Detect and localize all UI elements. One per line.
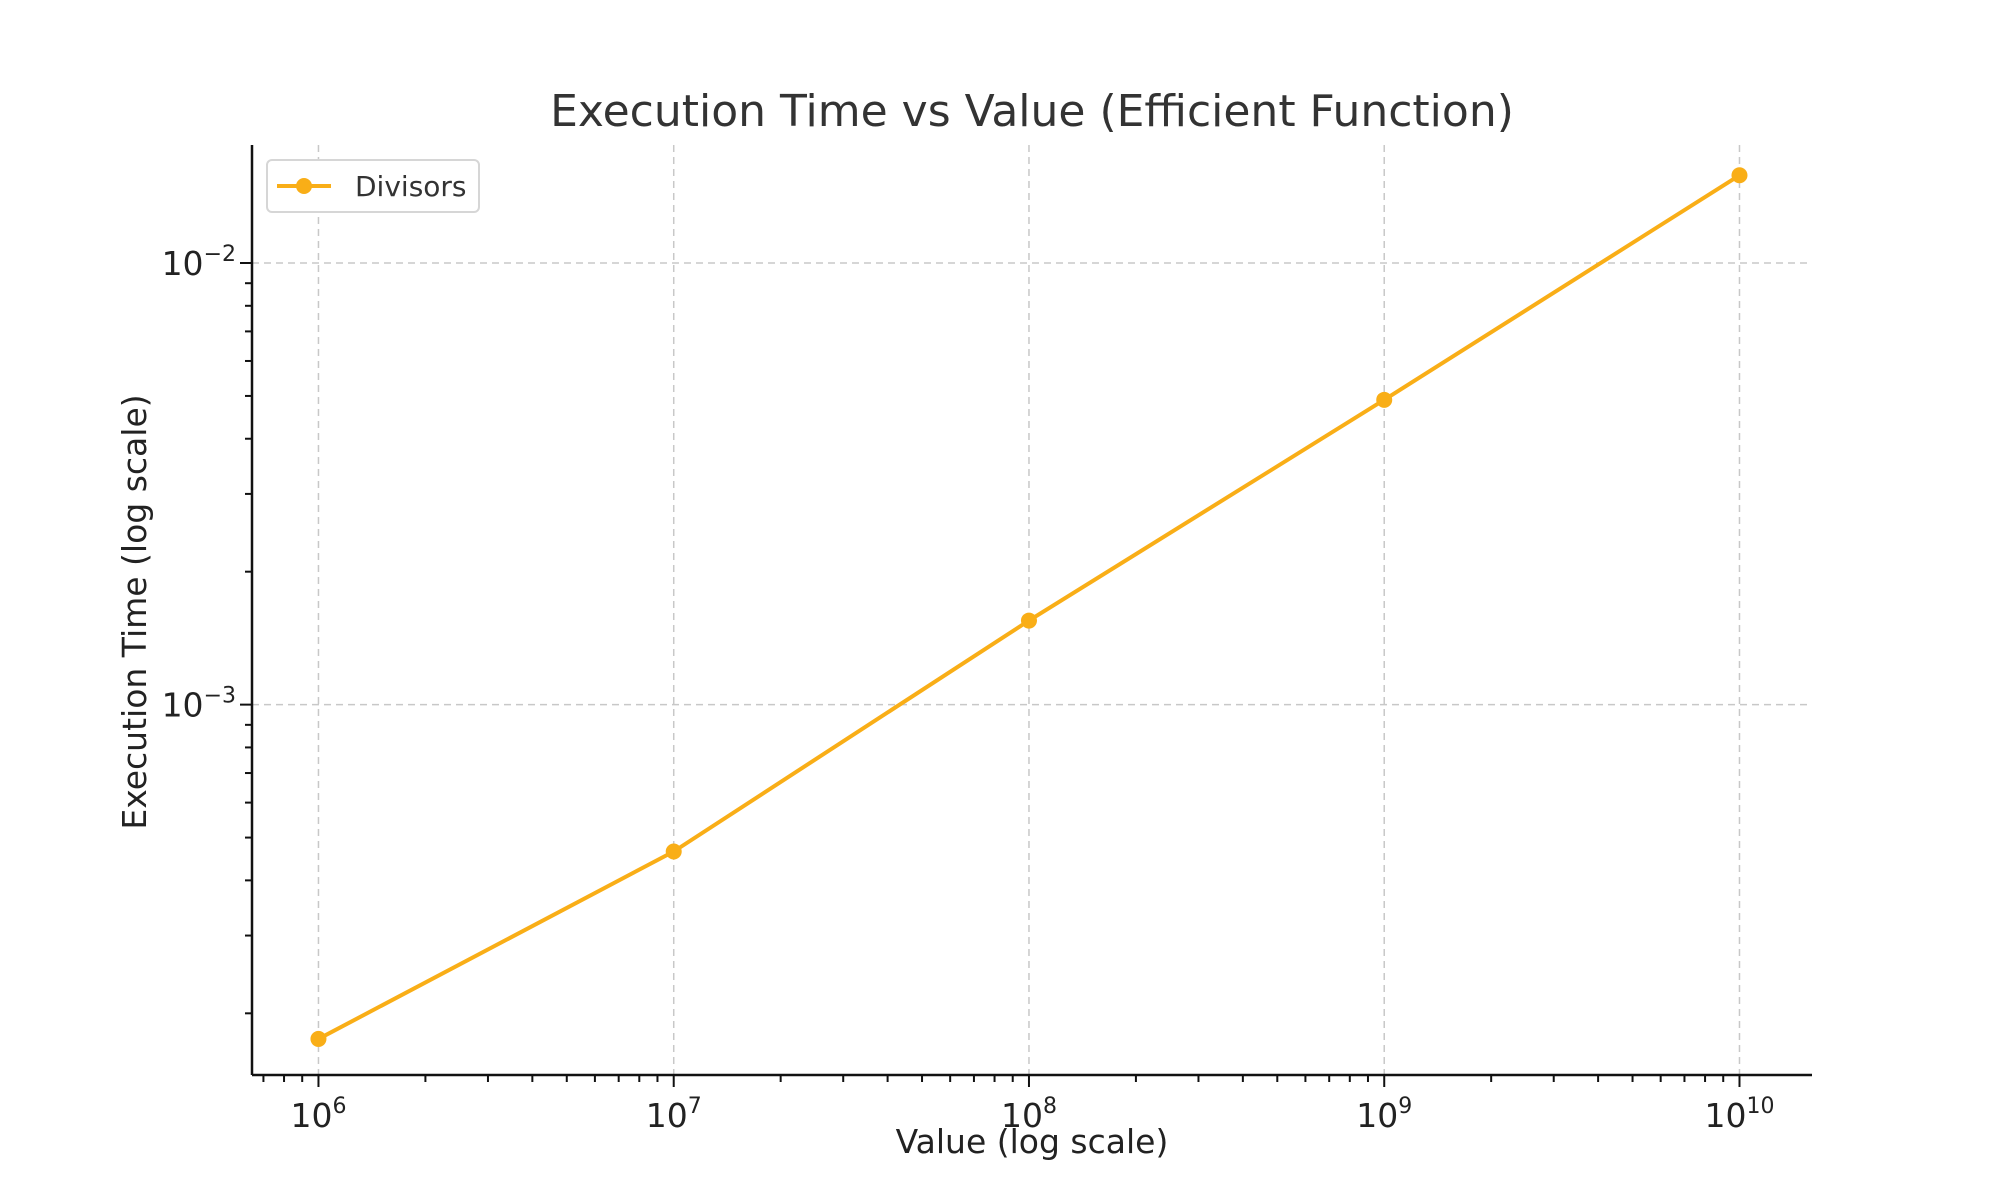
legend-marker-0	[296, 178, 312, 194]
data-point-3	[1376, 391, 1393, 408]
axes: 106 107 108 109 1010 10−3 10−2	[162, 145, 1812, 1135]
legend: Divisors	[266, 159, 480, 213]
y-axis-label: Execution Time (log scale)	[115, 394, 154, 829]
y-tick-label-0: 10−3	[162, 684, 236, 725]
x-tick-label-2: 108	[1001, 1094, 1057, 1135]
grid	[252, 145, 1812, 1075]
data-point-4	[1731, 167, 1748, 184]
y-tick-label-1: 10−2	[162, 242, 236, 283]
chart-title: Execution Time vs Value (Efficient Funct…	[550, 86, 1514, 137]
x-tick-label-4: 1010	[1704, 1094, 1774, 1135]
series-layer	[310, 167, 1748, 1047]
data-point-0	[310, 1030, 327, 1047]
x-tick-label-0: 106	[290, 1094, 346, 1135]
x-tick-label-3: 109	[1356, 1094, 1412, 1135]
data-point-2	[1020, 612, 1037, 629]
x-tick-label-1: 107	[646, 1094, 702, 1135]
legend-label-0: Divisors	[355, 170, 467, 203]
legend-box	[266, 159, 480, 213]
x-axis-label: Value (log scale)	[896, 1122, 1169, 1161]
data-point-1	[665, 843, 682, 860]
